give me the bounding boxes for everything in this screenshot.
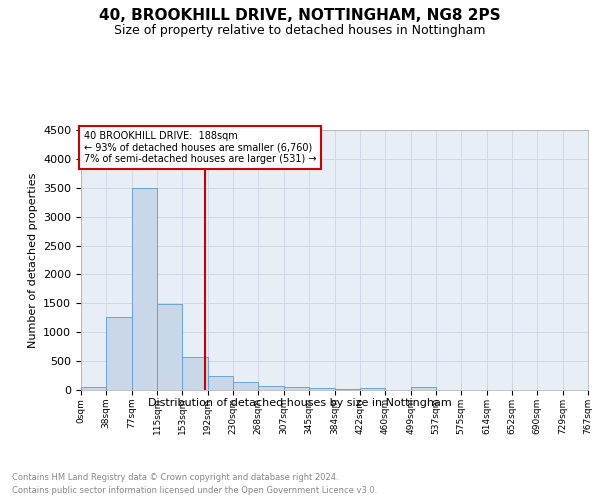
Bar: [309, 388, 335, 390]
Bar: [208, 376, 233, 390]
Text: 40 BROOKHILL DRIVE:  188sqm
← 93% of detached houses are smaller (6,760)
7% of s: 40 BROOKHILL DRIVE: 188sqm ← 93% of deta…: [83, 131, 316, 164]
Y-axis label: Number of detached properties: Number of detached properties: [28, 172, 38, 348]
Bar: [157, 304, 182, 390]
Bar: [411, 387, 436, 390]
Text: Distribution of detached houses by size in Nottingham: Distribution of detached houses by size …: [148, 398, 452, 407]
Text: 40, BROOKHILL DRIVE, NOTTINGHAM, NG8 2PS: 40, BROOKHILL DRIVE, NOTTINGHAM, NG8 2PS: [99, 8, 501, 22]
Bar: [233, 382, 258, 390]
Bar: [106, 316, 132, 390]
Bar: [360, 388, 385, 390]
Bar: [284, 387, 309, 390]
Bar: [258, 386, 284, 390]
Text: Contains public sector information licensed under the Open Government Licence v3: Contains public sector information licen…: [12, 486, 377, 495]
Bar: [132, 188, 157, 390]
Bar: [335, 389, 360, 390]
Bar: [182, 357, 208, 390]
Text: Contains HM Land Registry data © Crown copyright and database right 2024.: Contains HM Land Registry data © Crown c…: [12, 472, 338, 482]
Bar: [81, 387, 106, 390]
Text: Size of property relative to detached houses in Nottingham: Size of property relative to detached ho…: [114, 24, 486, 37]
